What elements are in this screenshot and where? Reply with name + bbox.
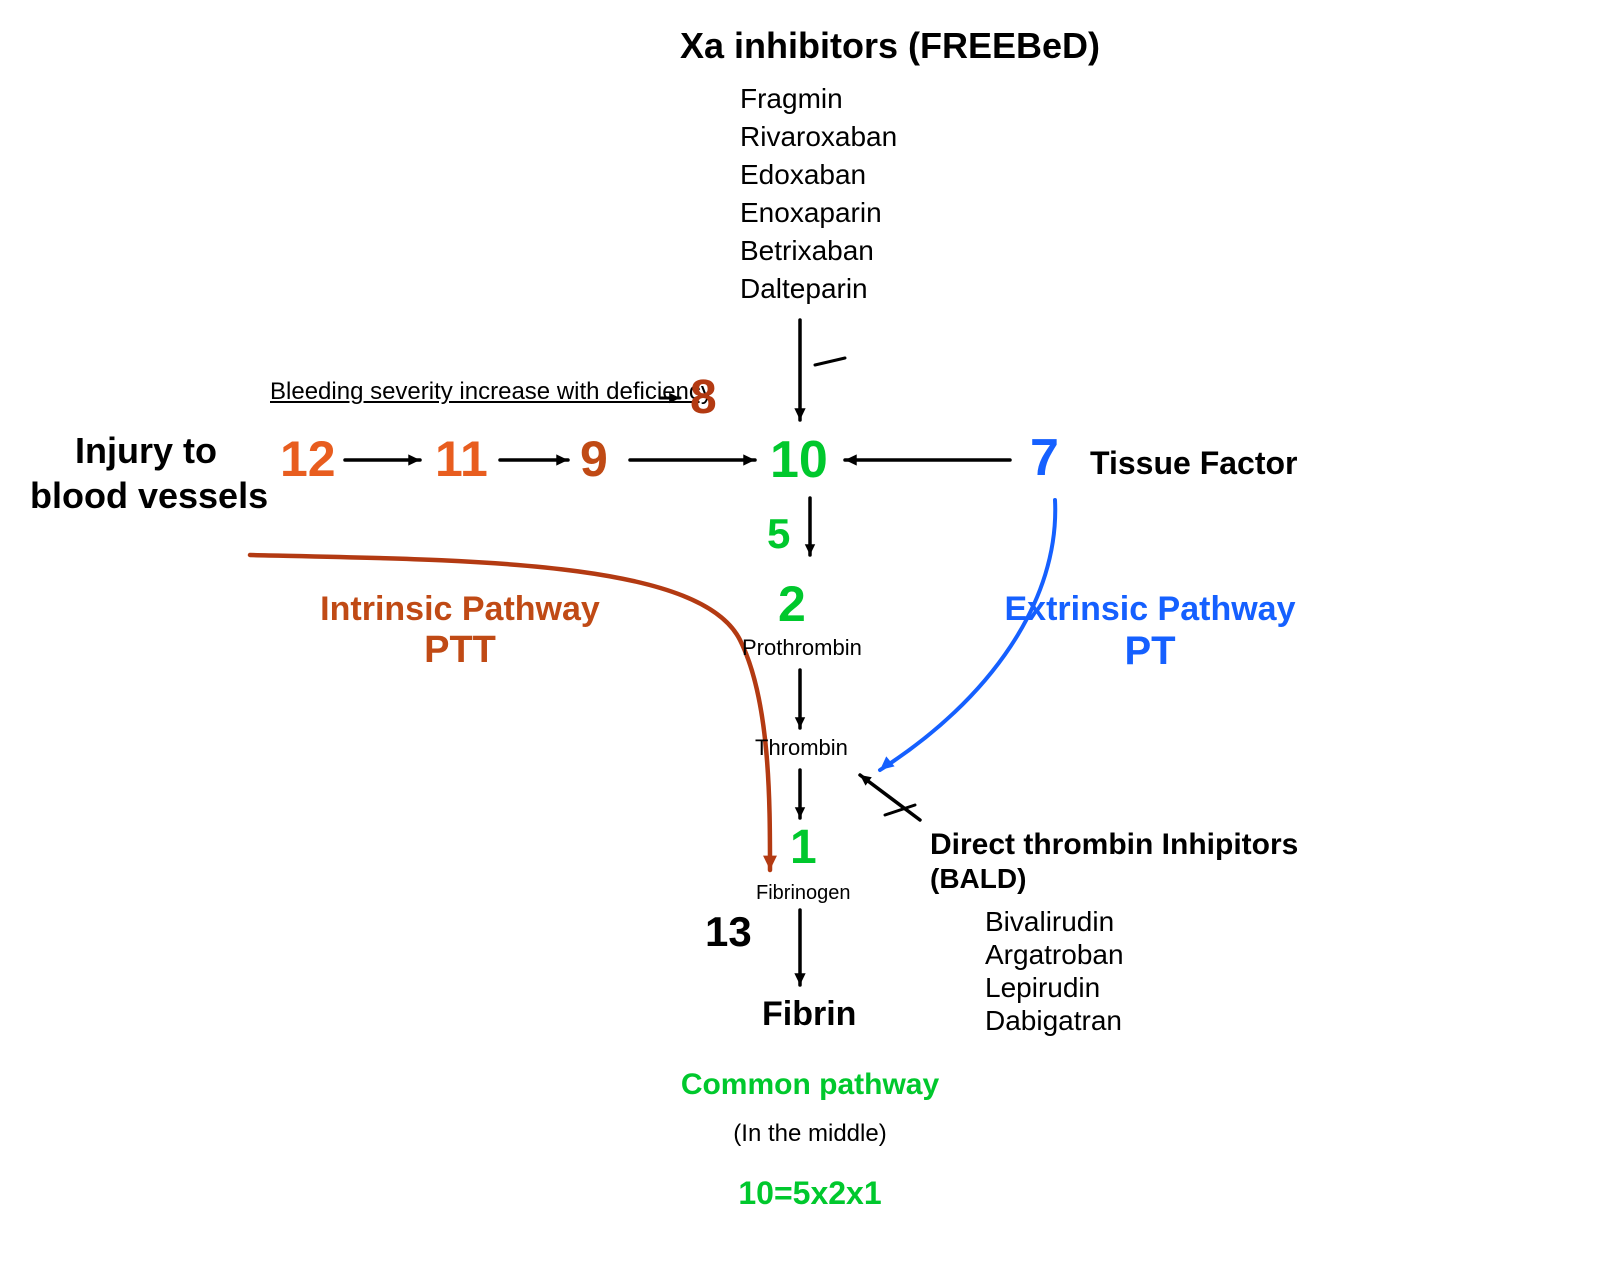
common-pathway-formula: 10=5x2x1 (660, 1175, 960, 1212)
common-line3: 10=5x2x1 (738, 1175, 881, 1211)
factor-8: 8 (690, 370, 717, 425)
dti-list-item: Argatroban (985, 938, 1124, 971)
factor-13: 13 (705, 908, 752, 956)
xa-inhibitors-list: FragminRivaroxabanEdoxabanEnoxaparinBetr… (740, 80, 897, 308)
xa-list-item: Dalteparin (740, 270, 897, 308)
injury-label-line2: blood vessels (30, 475, 268, 517)
factor-9: 9 (580, 430, 608, 488)
xa-list-item: Fragmin (740, 80, 897, 118)
factor-11: 11 (435, 430, 488, 488)
tissue-factor-label: Tissue Factor (1090, 445, 1297, 482)
common-line2: (In the middle) (733, 1120, 886, 1147)
fibrinogen-label: Fibrinogen (756, 882, 851, 905)
xa-list-item: Enoxaparin (740, 194, 897, 232)
dti-list-item: Bivalirudin (985, 905, 1124, 938)
factor-7: 7 (1030, 428, 1059, 488)
common-pathway-sub: (In the middle) (660, 1120, 960, 1148)
factor-1: 1 (790, 820, 817, 875)
dti-line1: Direct thrombin Inhipitors (930, 828, 1298, 861)
intrinsic-line2: PTT (424, 629, 496, 671)
extrinsic-line1: Extrinsic Pathway (1004, 590, 1295, 628)
common-pathway-label: Common pathway (660, 1068, 960, 1102)
bleeding-severity-label: Bleeding severity increase with deficien… (270, 378, 713, 406)
factor-5: 5 (767, 510, 790, 558)
fibrin-label: Fibrin (762, 995, 856, 1034)
injury-label-line1: Injury to (75, 430, 217, 472)
xa-list-item: Edoxaban (740, 156, 897, 194)
dti-title: Direct thrombin Inhipitors (BALD) (930, 828, 1298, 896)
extrinsic-pathway-label: Extrinsic Pathway PT (1000, 590, 1300, 674)
dti-line2: (BALD) (930, 863, 1026, 894)
common-line1: Common pathway (681, 1068, 939, 1101)
intrinsic-line1: Intrinsic Pathway (320, 590, 600, 628)
factor-12: 12 (280, 430, 336, 488)
factor-2: 2 (778, 575, 806, 633)
factor-10: 10 (770, 430, 828, 490)
dti-list-item: Dabigatran (985, 1004, 1124, 1037)
dti-list-item: Lepirudin (985, 971, 1124, 1004)
xa-list-item: Rivaroxaban (740, 118, 897, 156)
xa-list-item: Betrixaban (740, 232, 897, 270)
thrombin-label: Thrombin (755, 735, 848, 761)
intrinsic-pathway-label: Intrinsic Pathway PTT (310, 590, 610, 672)
extrinsic-line2: PT (1124, 629, 1175, 673)
prothrombin-label: Prothrombin (742, 635, 862, 661)
dti-list: BivalirudinArgatrobanLepirudinDabigatran (985, 905, 1124, 1037)
xa-inhibitors-title: Xa inhibitors (FREEBeD) (680, 25, 1100, 67)
